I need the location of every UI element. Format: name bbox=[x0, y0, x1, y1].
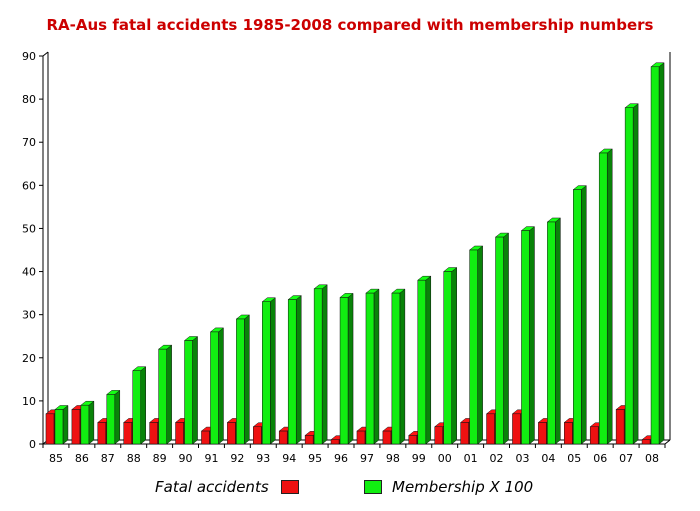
y-tick-label: 50 bbox=[22, 222, 36, 235]
x-tick-label: 98 bbox=[386, 452, 400, 465]
x-tick-label: 85 bbox=[49, 452, 63, 465]
x-tick-label: 04 bbox=[541, 452, 555, 465]
y-tick-label: 80 bbox=[22, 93, 36, 106]
x-tick-label: 87 bbox=[101, 452, 115, 465]
bar-membership bbox=[598, 148, 613, 445]
bar-membership bbox=[80, 400, 95, 445]
bar-membership bbox=[650, 62, 665, 445]
bar-membership bbox=[209, 327, 225, 445]
x-tick-label: 07 bbox=[619, 452, 633, 465]
bar-membership bbox=[494, 232, 510, 445]
x-tick-label: 03 bbox=[515, 452, 529, 465]
x-tick-labels: 85 86 87 88 89 90 91 92 93 94 95 96 97 98 99 00 01 02 03 04… bbox=[49, 452, 659, 465]
bar-membership bbox=[520, 226, 536, 445]
bar-membership bbox=[391, 288, 406, 445]
x-tick-label: 92 bbox=[230, 452, 244, 465]
bar-membership bbox=[442, 267, 458, 445]
x-tick-label: 91 bbox=[204, 452, 218, 465]
bar-membership bbox=[131, 366, 147, 445]
bar-membership bbox=[261, 297, 277, 445]
x-tick-label: 00 bbox=[438, 452, 452, 465]
bar-membership bbox=[417, 275, 432, 445]
x-tick-label: 88 bbox=[127, 452, 141, 465]
bar-membership bbox=[313, 284, 328, 445]
x-tick-label: 97 bbox=[360, 452, 374, 465]
x-tick-label: 06 bbox=[593, 452, 607, 465]
bar-membership bbox=[183, 336, 199, 445]
bar-membership bbox=[54, 404, 69, 445]
bar-membership bbox=[235, 314, 251, 445]
legend-label-fatal: Fatal accidents bbox=[155, 478, 269, 496]
y-tick-labels: 0 10 20 30 40 50 60 70 80 90 bbox=[22, 50, 36, 451]
x-tick-label: 86 bbox=[75, 452, 89, 465]
x-tick-label: 89 bbox=[153, 452, 167, 465]
bar-membership bbox=[106, 389, 121, 445]
bar-membership bbox=[339, 292, 354, 445]
legend-label-membership: Membership X 100 bbox=[392, 478, 534, 496]
x-tick-label: 90 bbox=[179, 452, 193, 465]
y-tick-label: 90 bbox=[22, 50, 36, 63]
y-tick-label: 60 bbox=[22, 179, 36, 192]
x-tick-label: 99 bbox=[412, 452, 426, 465]
x-tick-label: 02 bbox=[490, 452, 504, 465]
y-tick-label: 0 bbox=[29, 438, 36, 451]
y-tick-label: 30 bbox=[22, 309, 36, 322]
x-tick-label: 96 bbox=[334, 452, 348, 465]
x-tick-label: 94 bbox=[282, 452, 296, 465]
x-tick-label: 05 bbox=[567, 452, 581, 465]
bar-membership bbox=[468, 245, 484, 445]
x-tick-label: 93 bbox=[256, 452, 270, 465]
chart-title: RA-Aus fatal accidents 1985-2008 compare… bbox=[46, 16, 654, 34]
legend-item-membership: Membership X 100 bbox=[364, 478, 533, 496]
bar-membership bbox=[365, 288, 380, 445]
legend-swatch-fatal bbox=[280, 480, 299, 494]
y-tick-label: 40 bbox=[22, 266, 36, 279]
chart-bars bbox=[45, 62, 665, 445]
x-tick-label: 08 bbox=[645, 452, 659, 465]
y-tick-label: 10 bbox=[22, 395, 36, 408]
floor-right-edge bbox=[664, 439, 671, 445]
legend-swatch-membership bbox=[364, 480, 382, 494]
legend-item-fatal: Fatal accidents bbox=[155, 478, 299, 496]
bar-membership bbox=[572, 185, 588, 445]
y-tick-label: 20 bbox=[22, 352, 36, 365]
top-left-edge bbox=[42, 51, 49, 57]
bar-membership bbox=[157, 344, 173, 445]
y-tick-label: 70 bbox=[22, 136, 36, 149]
bar-membership bbox=[624, 103, 639, 445]
x-tick-label: 95 bbox=[308, 452, 322, 465]
bar-membership bbox=[546, 217, 562, 445]
x-tick-label: 01 bbox=[464, 452, 478, 465]
bar-membership bbox=[287, 295, 302, 445]
